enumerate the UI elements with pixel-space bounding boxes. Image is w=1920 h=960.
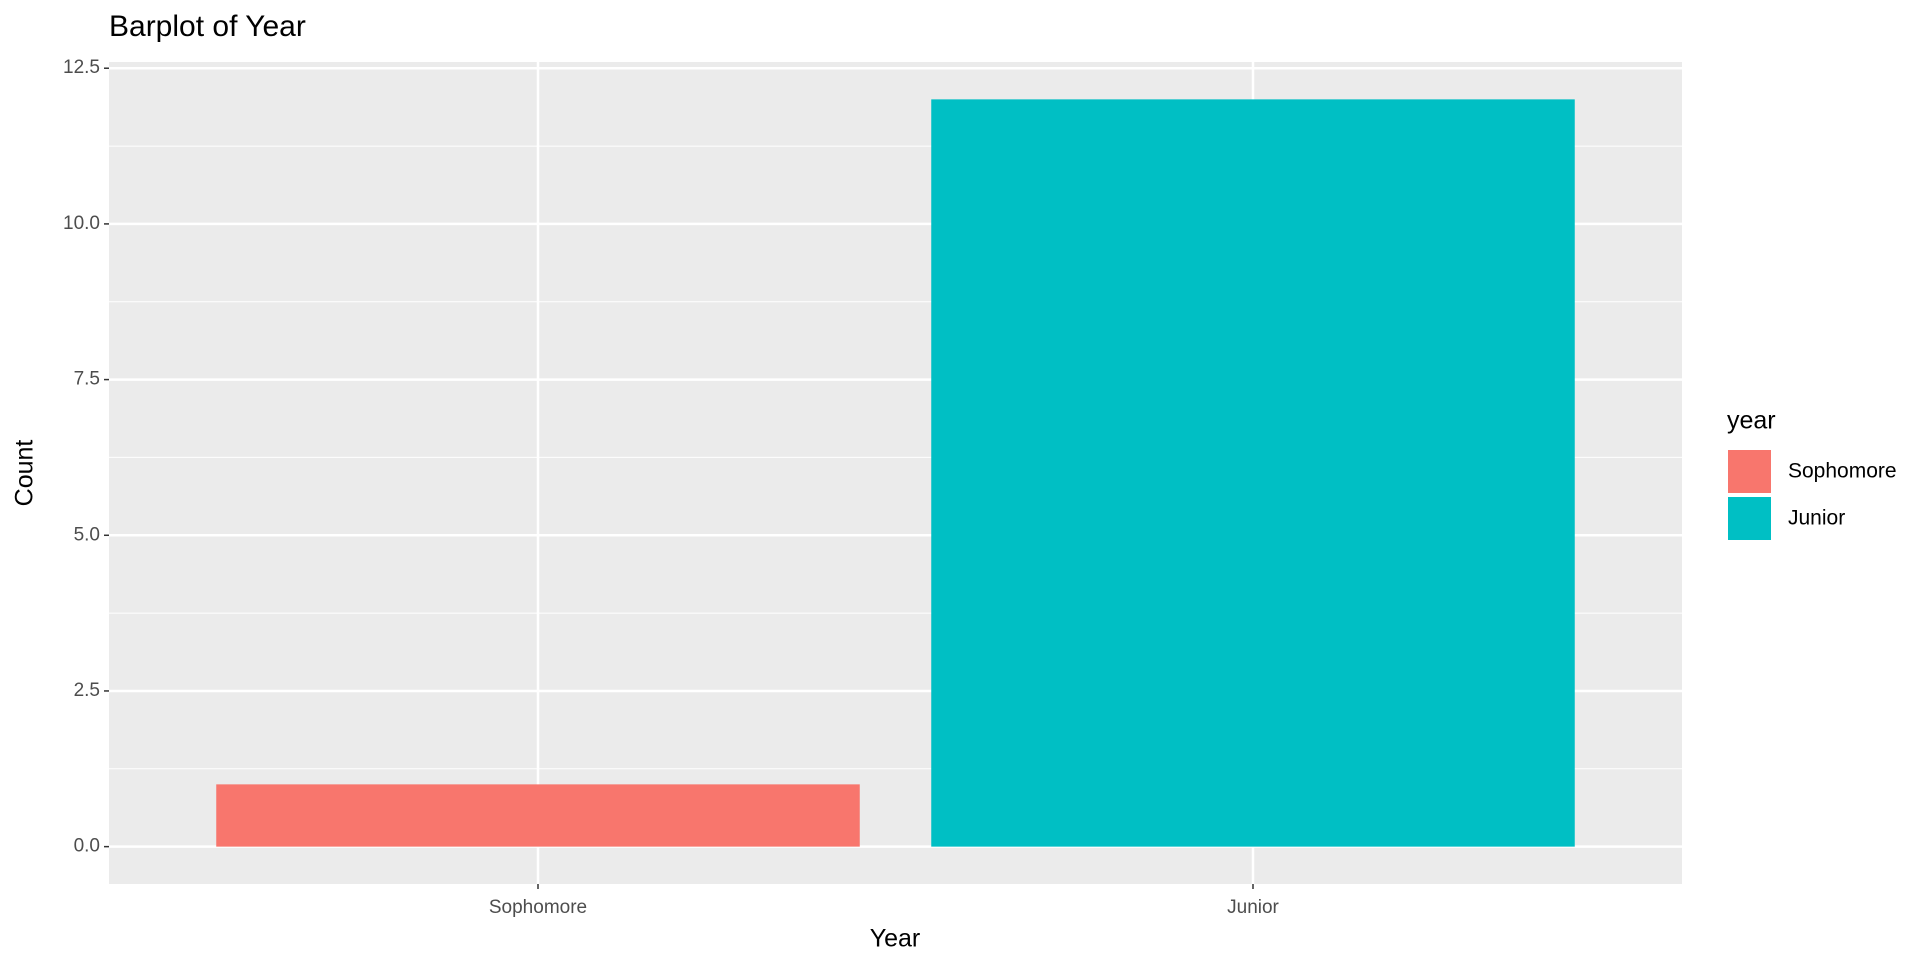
legend-key [1728,450,1771,493]
x-tick-label: Sophomore [489,897,587,918]
legend-title: year [1727,407,1776,435]
chart-title: Barplot of Year [109,10,306,43]
x-axis-title: Year [870,925,921,953]
y-tick-label: 12.5 [63,57,100,78]
bar [216,784,860,847]
x-tick-label: Junior [1227,897,1279,918]
y-tick-label: 0.0 [74,836,100,857]
legend-label: Sophomore [1788,460,1897,483]
y-tick-label: 7.5 [74,369,100,390]
bar [931,99,1575,847]
y-tick-label: 2.5 [74,680,100,701]
y-tick-label: 10.0 [63,213,100,234]
legend-key [1728,497,1771,540]
legend-label: Junior [1788,507,1845,530]
y-axis-title: Count [11,440,39,507]
y-tick-label: 5.0 [74,524,100,545]
